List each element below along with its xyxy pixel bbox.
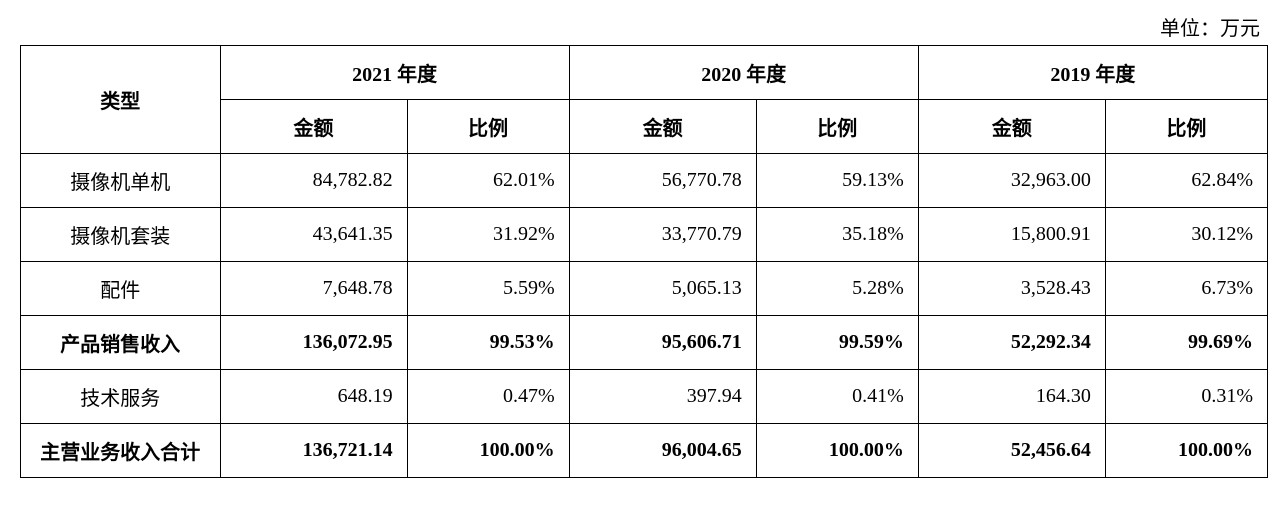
cell-value: 84,782.82: [220, 154, 407, 208]
cell-value: 164.30: [918, 370, 1105, 424]
table-row: 配件7,648.785.59%5,065.135.28%3,528.436.73…: [21, 262, 1268, 316]
row-label: 主营业务收入合计: [21, 424, 221, 478]
cell-value: 95,606.71: [569, 316, 756, 370]
cell-value: 99.53%: [407, 316, 569, 370]
cell-value: 52,292.34: [918, 316, 1105, 370]
cell-value: 100.00%: [756, 424, 918, 478]
table-row: 产品销售收入136,072.9599.53%95,606.7199.59%52,…: [21, 316, 1268, 370]
cell-value: 648.19: [220, 370, 407, 424]
cell-value: 136,721.14: [220, 424, 407, 478]
cell-value: 6.73%: [1105, 262, 1267, 316]
cell-value: 99.69%: [1105, 316, 1267, 370]
header-amount: 金额: [569, 100, 756, 154]
cell-value: 52,456.64: [918, 424, 1105, 478]
cell-value: 100.00%: [1105, 424, 1267, 478]
header-ratio: 比例: [1105, 100, 1267, 154]
cell-value: 62.84%: [1105, 154, 1267, 208]
revenue-table: 类型 2021 年度 2020 年度 2019 年度 金额 比例 金额 比例 金…: [20, 45, 1268, 478]
header-ratio: 比例: [407, 100, 569, 154]
table-header-row-1: 类型 2021 年度 2020 年度 2019 年度: [21, 46, 1268, 100]
cell-value: 5.28%: [756, 262, 918, 316]
row-label: 配件: [21, 262, 221, 316]
table-row: 技术服务648.190.47%397.940.41%164.300.31%: [21, 370, 1268, 424]
table-row: 主营业务收入合计136,721.14100.00%96,004.65100.00…: [21, 424, 1268, 478]
header-amount: 金额: [220, 100, 407, 154]
cell-value: 59.13%: [756, 154, 918, 208]
cell-value: 0.41%: [756, 370, 918, 424]
cell-value: 100.00%: [407, 424, 569, 478]
header-ratio: 比例: [756, 100, 918, 154]
cell-value: 5,065.13: [569, 262, 756, 316]
row-label: 摄像机单机: [21, 154, 221, 208]
table-row: 摄像机套装43,641.3531.92%33,770.7935.18%15,80…: [21, 208, 1268, 262]
table-row: 摄像机单机84,782.8262.01%56,770.7859.13%32,96…: [21, 154, 1268, 208]
cell-value: 33,770.79: [569, 208, 756, 262]
header-year-2020: 2020 年度: [569, 46, 918, 100]
header-year-2021: 2021 年度: [220, 46, 569, 100]
row-label: 产品销售收入: [21, 316, 221, 370]
cell-value: 32,963.00: [918, 154, 1105, 208]
cell-value: 0.47%: [407, 370, 569, 424]
row-label: 技术服务: [21, 370, 221, 424]
cell-value: 397.94: [569, 370, 756, 424]
cell-value: 56,770.78: [569, 154, 756, 208]
cell-value: 136,072.95: [220, 316, 407, 370]
cell-value: 7,648.78: [220, 262, 407, 316]
cell-value: 62.01%: [407, 154, 569, 208]
header-amount: 金额: [918, 100, 1105, 154]
cell-value: 30.12%: [1105, 208, 1267, 262]
cell-value: 5.59%: [407, 262, 569, 316]
unit-label: 单位：万元: [20, 12, 1268, 41]
row-label: 摄像机套装: [21, 208, 221, 262]
table-body: 摄像机单机84,782.8262.01%56,770.7859.13%32,96…: [21, 154, 1268, 478]
cell-value: 31.92%: [407, 208, 569, 262]
cell-value: 43,641.35: [220, 208, 407, 262]
cell-value: 35.18%: [756, 208, 918, 262]
cell-value: 0.31%: [1105, 370, 1267, 424]
cell-value: 99.59%: [756, 316, 918, 370]
cell-value: 3,528.43: [918, 262, 1105, 316]
cell-value: 15,800.91: [918, 208, 1105, 262]
header-type: 类型: [21, 46, 221, 154]
header-year-2019: 2019 年度: [918, 46, 1267, 100]
cell-value: 96,004.65: [569, 424, 756, 478]
